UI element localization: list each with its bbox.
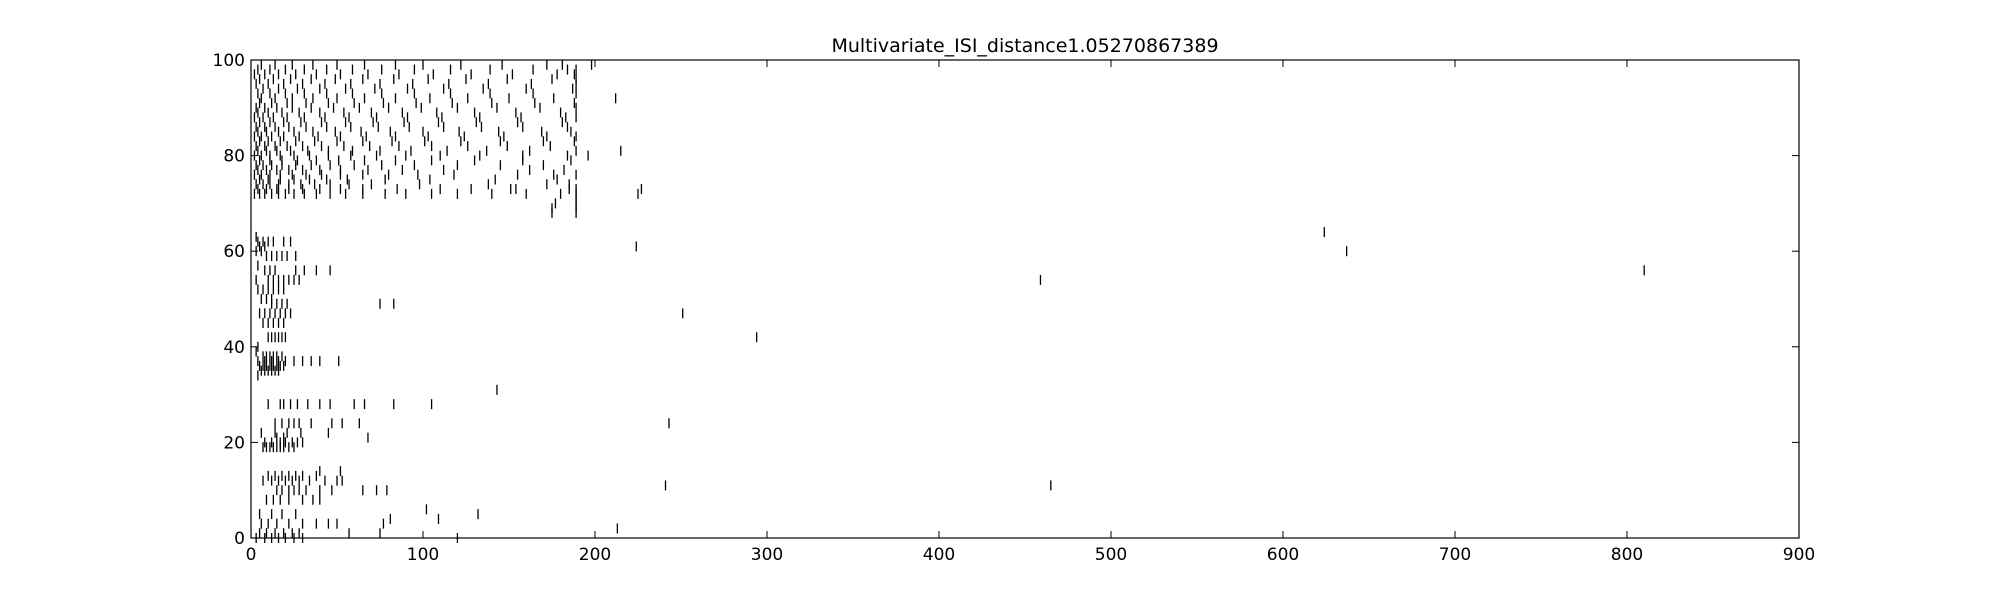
x-axis: 0 100 200 300 400 500 600 700 800 900: [246, 60, 1815, 565]
y-tick-label: 60: [223, 242, 245, 262]
x-tick-label: 300: [751, 545, 783, 565]
y-axis: 0 20 40 60 80 100: [213, 51, 1799, 549]
spike-raster: [253, 59, 1645, 543]
y-tick-label: 100: [213, 51, 245, 71]
x-tick-label: 600: [1267, 545, 1299, 565]
chart-title: Multivariate_ISI_distance1.05270867389: [831, 35, 1218, 57]
x-tick-label: 400: [923, 545, 955, 565]
x-tick-label: 900: [1783, 545, 1815, 565]
y-tick-label: 80: [223, 147, 245, 167]
x-tick-label: 200: [579, 545, 611, 565]
x-tick-label: 0: [246, 545, 257, 565]
x-tick-label: 100: [407, 545, 439, 565]
x-tick-label: 500: [1095, 545, 1127, 565]
x-tick-label: 800: [1611, 545, 1643, 565]
x-tick-label: 700: [1439, 545, 1471, 565]
y-tick-label: 0: [234, 529, 245, 549]
y-tick-label: 20: [223, 433, 245, 453]
plot-area-frame: [250, 59, 1800, 539]
y-tick-label: 40: [223, 338, 245, 358]
